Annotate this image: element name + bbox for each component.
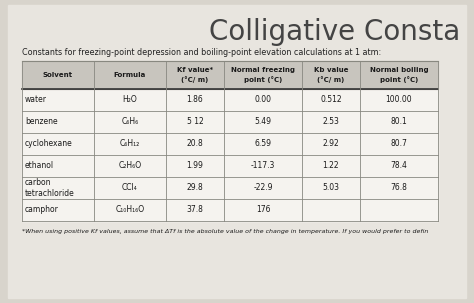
Text: 100.00: 100.00 <box>386 95 412 105</box>
Text: 176: 176 <box>256 205 270 215</box>
Bar <box>22 61 438 221</box>
Text: 78.4: 78.4 <box>391 161 408 171</box>
Text: carbon
tetrachloride: carbon tetrachloride <box>25 178 75 198</box>
Text: cyclohexane: cyclohexane <box>25 139 73 148</box>
Text: 0.512: 0.512 <box>320 95 342 105</box>
Bar <box>22 199 438 221</box>
Text: Formula: Formula <box>114 72 146 78</box>
Text: 1.86: 1.86 <box>187 95 203 105</box>
Text: ethanol: ethanol <box>25 161 54 171</box>
Text: benzene: benzene <box>25 118 58 126</box>
Text: C₁₀H₁₆O: C₁₀H₁₆O <box>116 205 145 215</box>
Text: -22.9: -22.9 <box>253 184 273 192</box>
Text: Kb value
(°C/ m): Kb value (°C/ m) <box>314 67 348 83</box>
Text: 0.00: 0.00 <box>255 95 272 105</box>
Text: H₂O: H₂O <box>123 95 137 105</box>
Text: 6.59: 6.59 <box>255 139 272 148</box>
Text: 20.8: 20.8 <box>187 139 203 148</box>
Text: 2.53: 2.53 <box>323 118 339 126</box>
Text: C₆H₁₂: C₆H₁₂ <box>120 139 140 148</box>
Text: 37.8: 37.8 <box>187 205 203 215</box>
Bar <box>22 177 438 199</box>
Text: CCl₄: CCl₄ <box>122 184 138 192</box>
Text: Colligative Consta: Colligative Consta <box>209 18 460 46</box>
Text: Normal boiling
point (°C): Normal boiling point (°C) <box>370 67 428 83</box>
Bar <box>22 111 438 133</box>
Text: Normal freezing
point (°C): Normal freezing point (°C) <box>231 67 295 83</box>
Text: 1.22: 1.22 <box>323 161 339 171</box>
Text: Constants for freezing-point depression and boiling-point elevation calculations: Constants for freezing-point depression … <box>22 48 381 57</box>
Text: C₆H₆: C₆H₆ <box>121 118 138 126</box>
Text: 29.8: 29.8 <box>187 184 203 192</box>
Text: 80.7: 80.7 <box>391 139 408 148</box>
Text: camphor: camphor <box>25 205 59 215</box>
Bar <box>22 133 438 155</box>
Text: C₂H₆O: C₂H₆O <box>118 161 142 171</box>
Text: -117.3: -117.3 <box>251 161 275 171</box>
Text: 76.8: 76.8 <box>391 184 408 192</box>
Text: Kf value*
(°C/ m): Kf value* (°C/ m) <box>177 67 213 83</box>
Text: 5 12: 5 12 <box>187 118 203 126</box>
Text: water: water <box>25 95 47 105</box>
Text: Solvent: Solvent <box>43 72 73 78</box>
Bar <box>22 89 438 111</box>
Bar <box>22 155 438 177</box>
Text: *When using positive Kf values, assume that ΔTf is the absolute value of the cha: *When using positive Kf values, assume t… <box>22 229 428 234</box>
Text: 80.1: 80.1 <box>391 118 407 126</box>
Text: 1.99: 1.99 <box>187 161 203 171</box>
Text: 5.49: 5.49 <box>255 118 272 126</box>
Bar <box>22 61 438 89</box>
Text: 2.92: 2.92 <box>323 139 339 148</box>
Text: 5.03: 5.03 <box>322 184 339 192</box>
